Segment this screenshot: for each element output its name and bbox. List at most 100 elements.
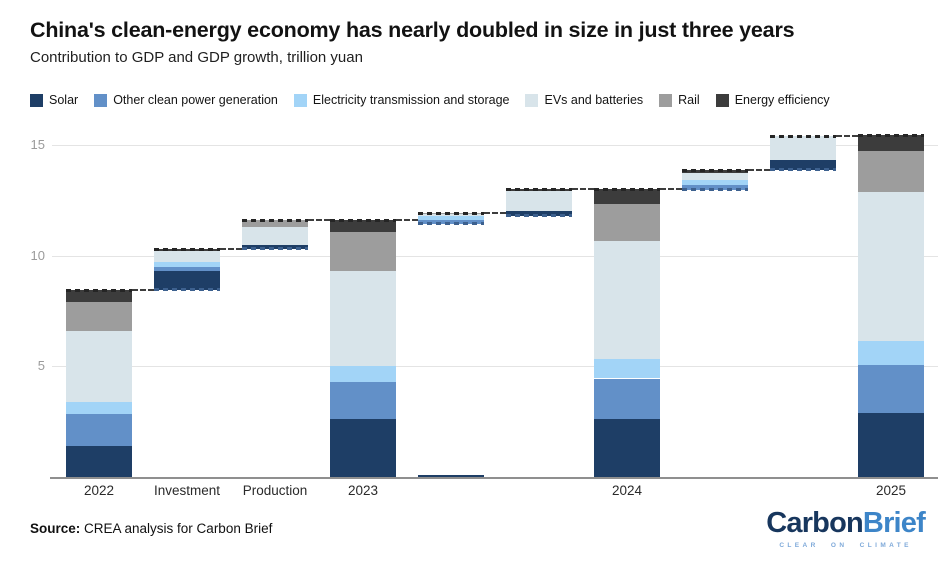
legend-label: Solar [49, 93, 79, 107]
bar-segment-solar [506, 211, 572, 216]
legend-item-evs-batteries: EVs and batteries [525, 93, 643, 107]
bar-segment-evs-batteries [858, 191, 924, 342]
bar-top-dashed-edge [66, 288, 132, 292]
x-axis-label: 2023 [347, 483, 379, 498]
gridline [52, 255, 938, 257]
legend-label: Other clean power generation [113, 93, 278, 107]
bar-top-dashed-edge [682, 169, 748, 173]
legend-item-energy-efficiency: Energy efficiency [715, 93, 830, 107]
legend-item-electricity-transmission: Electricity transmission and storage [293, 93, 510, 107]
bar-segment-evs-batteries [66, 330, 132, 402]
bar-segment-energy-efficiency [330, 220, 396, 233]
bar-segment-solar [858, 412, 924, 477]
waterfall-connector [836, 134, 858, 137]
bar-segment-evs-batteries [418, 213, 484, 216]
bar-segment-solar [770, 160, 836, 171]
bar-bottom-dashed-edge [418, 221, 484, 225]
bar-baseline-stub-solar [418, 474, 484, 477]
bar-segment-evs-batteries [506, 190, 572, 212]
bar-segment-other-clean-power [594, 378, 660, 420]
bar-segment-evs-batteries [594, 241, 660, 359]
bar-top-dashed-edge [418, 211, 484, 215]
waterfall-connector [308, 219, 330, 222]
chart-subtitle: Contribution to GDP and GDP growth, tril… [30, 49, 363, 66]
legend-label: Rail [678, 93, 700, 107]
chart-title: China's clean-energy economy has nearly … [30, 18, 795, 42]
source-text: CREA analysis for Carbon Brief [80, 521, 273, 536]
bar-segment-electricity-transmission [66, 401, 132, 414]
waterfall-connector [484, 211, 506, 214]
x-axis-label: 2025 [875, 483, 907, 498]
bar-bottom-dashed-edge [682, 188, 748, 192]
bar-segment-other-clean-power [66, 413, 132, 446]
waterfall-connector [660, 188, 682, 191]
bar-top-dashed-edge [506, 188, 572, 192]
y-axis-tick-label: 10 [30, 247, 45, 263]
bar-segment-other-clean-power [330, 381, 396, 420]
bar-segment-electricity-transmission [594, 358, 660, 379]
bar-segment-energy-efficiency [858, 135, 924, 151]
waterfall-connector [748, 169, 770, 172]
legend-swatch-electricity-transmission [293, 93, 307, 107]
logo-carbon-text: Carbon [766, 507, 864, 539]
bar-bottom-dashed-edge [154, 287, 220, 291]
bar-top-dashed-edge [858, 134, 924, 138]
carbonbrief-wordmark: CarbonBrief [766, 507, 926, 540]
waterfall-connector [132, 288, 154, 291]
y-axis-tick-label: 5 [37, 358, 45, 374]
gridline [52, 366, 938, 368]
bar-segment-electricity-transmission [330, 366, 396, 382]
legend-item-other-clean-power: Other clean power generation [94, 93, 278, 107]
bar-segment-energy-efficiency [594, 189, 660, 204]
waterfall-connector [396, 219, 418, 222]
legend-swatch-solar [30, 93, 43, 107]
bar-top-dashed-edge [770, 134, 836, 138]
bar-segment-evs-batteries [770, 135, 836, 161]
legend-label: Electricity transmission and storage [312, 93, 510, 107]
legend-item-solar: Solar [30, 93, 78, 107]
bar-segment-electricity-transmission [682, 180, 748, 185]
carbonbrief-logo: CarbonBrief CLEAR ON CLIMATE [766, 507, 926, 549]
bar-top-dashed-edge [154, 248, 220, 252]
bar-segment-rail [242, 220, 308, 227]
legend-item-rail: Rail [659, 93, 700, 107]
gridline [52, 145, 938, 146]
bar-segment-rail [594, 203, 660, 242]
bar-segment-evs-batteries [154, 251, 220, 263]
x-axis-label: 2022 [83, 483, 115, 498]
source-label: Source: [30, 521, 81, 536]
bar-segment-electricity-transmission [418, 215, 484, 221]
bar-segment-rail [858, 150, 924, 192]
waterfall-connector [220, 248, 242, 251]
x-axis-line [50, 477, 938, 479]
legend-label: Energy efficiency [734, 93, 830, 107]
bar-segment-evs-batteries [242, 226, 308, 245]
x-axis-label: 2024 [611, 483, 643, 498]
bar-segment-evs-batteries [682, 173, 748, 181]
waterfall-connector [572, 188, 594, 191]
bar-segment-solar [242, 244, 308, 250]
x-axis-label: Production [242, 483, 308, 498]
x-axis-label: Investment [153, 483, 221, 498]
legend-label: EVs and batteries [544, 93, 644, 107]
bar-segment-evs-batteries [330, 271, 396, 367]
logo-brief-text: Brief [862, 507, 926, 539]
legend-swatch-other-clean-power [94, 93, 108, 107]
bar-segment-other-clean-power [682, 184, 748, 191]
bar-segment-rail [66, 302, 132, 331]
source-note: Source: CREA analysis for Carbon Brief [30, 521, 272, 536]
legend-swatch-rail [659, 93, 673, 107]
bar-segment-electricity-transmission [154, 262, 220, 267]
bar-segment-other-clean-power [858, 365, 924, 413]
bar-segment-solar [66, 446, 132, 477]
legend-swatch-evs-batteries [525, 93, 539, 107]
bar-top-dashed-edge [594, 188, 660, 192]
logo-tagline: CLEAR ON CLIMATE [779, 541, 912, 549]
bar-top-dashed-edge [330, 219, 396, 223]
bar-bottom-dashed-edge [506, 213, 572, 217]
bar-top-dashed-edge [242, 219, 308, 223]
bar-bottom-dashed-edge [770, 168, 836, 172]
bar-segment-energy-efficiency [66, 289, 132, 303]
